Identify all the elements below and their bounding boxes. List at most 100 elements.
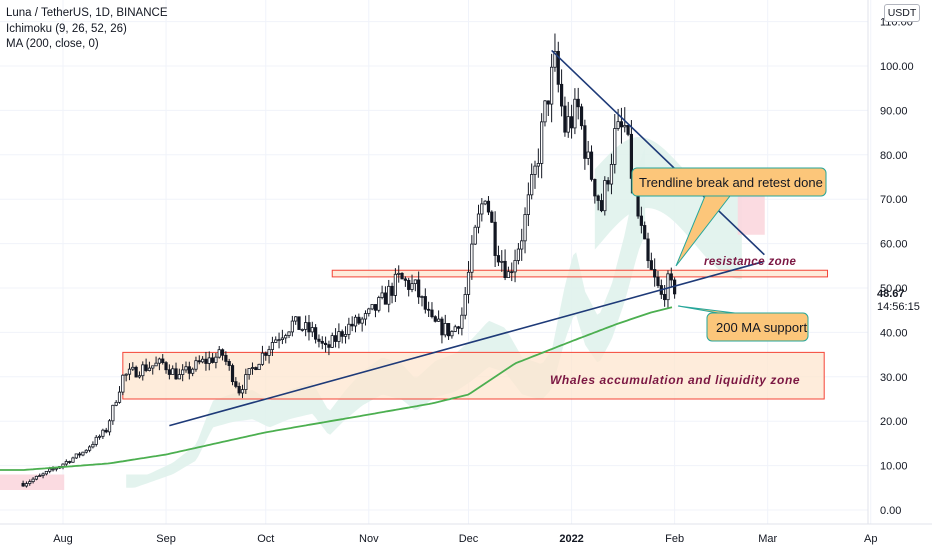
candle-body [137, 375, 142, 378]
candle-body [267, 349, 271, 356]
resistance-zone-rect[interactable] [331, 269, 829, 278]
candle-body [101, 429, 105, 437]
candle-body [440, 318, 444, 336]
candle-body [530, 174, 534, 196]
candle-body [397, 272, 401, 275]
candle-body [476, 213, 481, 228]
candle-body [304, 322, 308, 330]
candle-body [653, 269, 657, 278]
candle-body [363, 313, 368, 320]
candle-body [643, 225, 647, 240]
candle-body [114, 401, 118, 406]
candle-body [417, 279, 421, 298]
candle-body [124, 373, 128, 376]
trendline-callout-box[interactable] [631, 167, 827, 197]
candle-body [21, 482, 25, 487]
candle-body [456, 326, 461, 329]
candle-body [48, 468, 52, 472]
candle-body [503, 260, 507, 278]
symbol-title[interactable]: Luna / TetherUS, 1D, BINANCE [6, 7, 168, 19]
candle-body [513, 260, 517, 273]
candle-body [284, 335, 288, 339]
candle-body [157, 358, 161, 364]
ichimoku-indicator-label[interactable]: Ichimoku (9, 26, 52, 26) [6, 22, 127, 35]
candle-body [320, 340, 324, 344]
time-tick-label: Mar [758, 533, 777, 545]
candle-body [68, 461, 72, 463]
ma-indicator-label[interactable]: MA (200, close, 0) [6, 38, 99, 50]
candle-body [536, 163, 540, 167]
price-tick-label: 40.00 [880, 327, 908, 339]
candle-body [533, 165, 537, 175]
candle-body [217, 349, 221, 358]
candle-body [367, 308, 371, 314]
candle-body [141, 364, 145, 377]
ma-callout-box[interactable] [706, 312, 809, 342]
candle-body [71, 457, 75, 463]
candle-body [486, 200, 491, 213]
candle-body [606, 180, 610, 185]
candle-body [666, 273, 670, 301]
candle-body [78, 453, 82, 456]
candle-body [430, 309, 434, 318]
candle-body [407, 279, 411, 290]
candle-body [516, 248, 520, 261]
support-trendline[interactable] [169, 260, 765, 427]
time-tick-label: Aug [53, 533, 73, 545]
candle-body [117, 391, 122, 403]
candle-body [546, 100, 550, 105]
candle-body [300, 328, 304, 331]
candle-body [287, 331, 291, 336]
candle-body [214, 356, 218, 363]
candle-body [649, 260, 653, 270]
price-tick-label: 50.00 [880, 283, 908, 295]
resistance-trendline[interactable] [551, 49, 765, 256]
currency-badge[interactable]: USDT [884, 4, 920, 22]
price-tick-label: 60.00 [880, 239, 908, 251]
candle-body [423, 296, 427, 310]
candle-body [131, 366, 135, 370]
candle-body [390, 285, 394, 296]
candle-body [437, 318, 441, 322]
price-axis[interactable]: 110.00100.0090.0080.0070.0060.0050.0040.… [867, 0, 914, 524]
candle-body [639, 215, 643, 226]
candle-body [240, 389, 245, 394]
whales-zone-label: Whales accumulation and liquidity zone [550, 373, 800, 387]
price-tick-label: 90.00 [880, 105, 908, 117]
candle-body [506, 271, 511, 278]
candle-body [164, 362, 168, 371]
candle-body [254, 367, 258, 370]
ma200-line[interactable] [0, 306, 673, 471]
candle-body [446, 323, 451, 337]
candle-body [616, 121, 620, 129]
ma-callout-text: 200 MA support [716, 320, 807, 335]
candle-body [81, 451, 85, 456]
time-tick-label: 2022 [559, 533, 583, 545]
candle-body [28, 481, 32, 484]
candle-body [84, 449, 88, 453]
time-tick-label: Feb [665, 533, 684, 545]
candle-body [377, 297, 381, 311]
candle-body [579, 106, 584, 127]
candle-body [174, 368, 178, 380]
candle-body [337, 331, 341, 342]
candle-body [227, 361, 231, 366]
callouts: Trendline break and retest done 200 MA s… [631, 167, 827, 342]
candle-body [656, 276, 660, 286]
candle-body [87, 446, 92, 451]
time-axis[interactable]: Aug Sep Oct Nov Dec 2022 Feb Mar Ap [0, 523, 932, 545]
candle-body [24, 483, 29, 487]
price-tick-label: 0.00 [880, 505, 901, 517]
candle-body [420, 296, 424, 298]
candle-body [270, 342, 275, 350]
candle-body [74, 453, 78, 459]
candle-body [556, 50, 560, 85]
candle-body [333, 335, 338, 342]
candle-body [111, 404, 115, 422]
candle-body [520, 240, 524, 250]
candle-body [51, 468, 55, 471]
candle-body [413, 279, 417, 285]
candles [21, 33, 677, 488]
